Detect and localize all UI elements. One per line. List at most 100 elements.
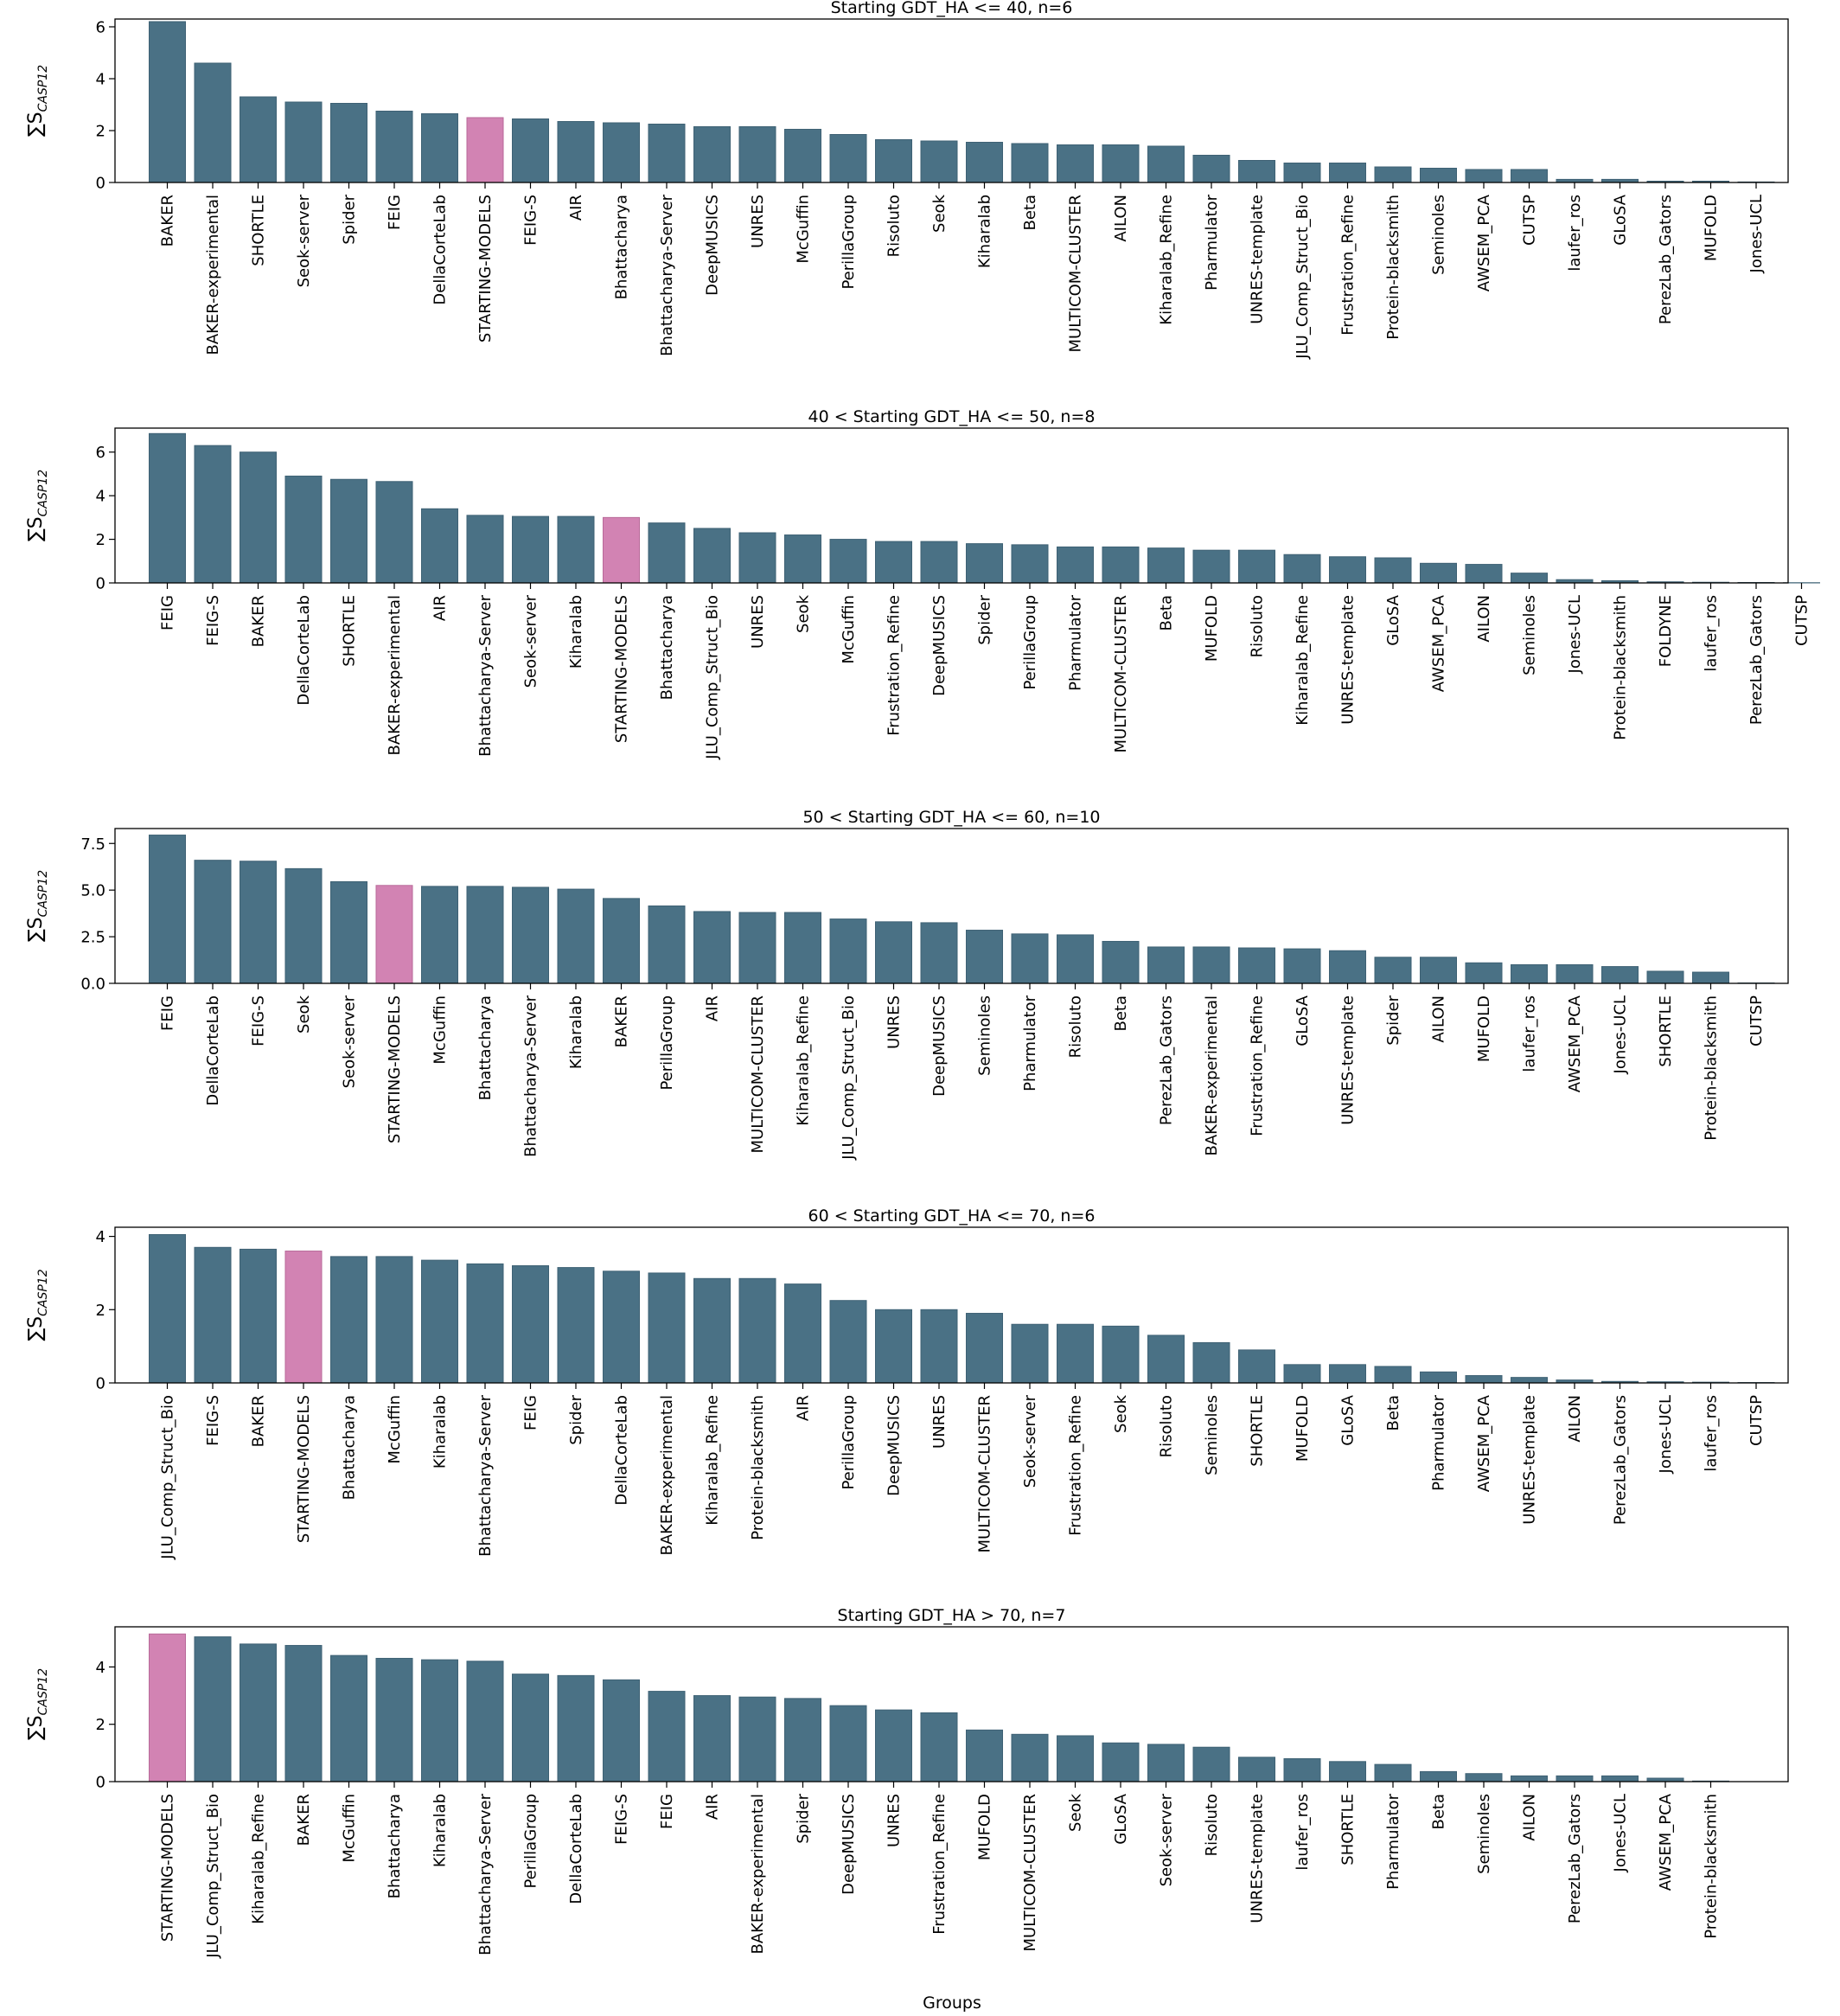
bar-feig [149, 835, 186, 984]
bar-multicom-cluster [1102, 546, 1140, 584]
bar-shortle [1329, 1761, 1366, 1782]
x-tick-label: PerezLab_Gators [1566, 1794, 1584, 1923]
x-tick-label: AILON [1112, 195, 1130, 242]
bar-awsem-pca [1556, 963, 1594, 984]
x-tick-label: MUFOLD [1475, 995, 1493, 1062]
bar-deepmusics [875, 1309, 912, 1384]
x-tick-label: FEIG-S [522, 195, 540, 246]
bar-mcguffin [421, 886, 458, 984]
x-tick-label: Pharmulator [1067, 594, 1085, 690]
y-tick-label: 4 [96, 71, 105, 89]
chart-panel-5: Starting GDT_HA > 70, n=7 0 2 4 ∑SCASP12 STAR… [25, 1606, 1789, 1959]
x-tick-label: Kiharalab_Refine [704, 1395, 722, 1526]
x-tick-label: STARTING-MODELS [386, 995, 404, 1143]
bar-frustration-refine [875, 541, 912, 584]
x-tick-label: Kiharalab_Refine [1158, 195, 1176, 325]
x-tick-label: Spider [341, 194, 359, 244]
x-tick-label: AWSEM_PCA [1430, 594, 1448, 692]
x-tick-label: UNRES-template [1249, 195, 1267, 324]
y-axis-label-subscript: CASP12 [36, 470, 50, 517]
bar-spider [1374, 957, 1412, 984]
bar-seminoles [1420, 168, 1457, 183]
bar-unres-template [1511, 1377, 1548, 1384]
bar-jones-ucl [1601, 1775, 1639, 1782]
bar-starting-models [603, 516, 640, 584]
x-tick-label: Kiharalab [976, 195, 994, 268]
x-tick-label: Bhattacharya-Server [658, 194, 676, 355]
x-tick-label: Pharmulator [1203, 194, 1221, 290]
x-tick-label: Frustration_Refine [1339, 195, 1358, 336]
bar-deepmusics [693, 126, 731, 183]
x-tick-label: SHORTLE [1249, 1395, 1267, 1467]
x-tick-label: Beta [1158, 595, 1176, 631]
bar-bhattacharya [648, 522, 686, 584]
x-tick-label: GLoSA [1384, 594, 1402, 645]
bar-starting-models [149, 1633, 186, 1782]
x-tick-label: GLoSA [1112, 1793, 1130, 1844]
bar-beta [1420, 1770, 1457, 1782]
x-tick-label: PerillaGroup [840, 195, 858, 290]
bar-feig-s [194, 445, 232, 584]
bar-ailon [1465, 564, 1503, 584]
x-tick-label: Beta [1021, 195, 1039, 231]
x-tick-label: AWSEM_PCA [1657, 1793, 1675, 1891]
x-tick-label: Bhattacharya [341, 1395, 359, 1500]
bar-baker-experimental [1192, 946, 1230, 984]
x-tick-label: Spider [795, 1793, 813, 1843]
x-tick-label: STARTING-MODELS [476, 195, 495, 342]
x-tick-label: UNRES [749, 195, 767, 248]
x-tick-label: Pharmulator [1430, 1394, 1448, 1490]
bar-mcguffin [330, 1654, 367, 1782]
x-tick-label: Protein-blacksmith [1703, 995, 1721, 1141]
x-tick-label: Frustration_Refine [1249, 995, 1267, 1136]
x-tick-label: DellaCorteLab [567, 1794, 585, 1904]
bar-pharmulator [1011, 933, 1049, 984]
x-tick-label: DeepMUSICS [704, 195, 722, 296]
x-tick-label: Jones-UCL [1612, 995, 1630, 1074]
bar-perillagroup [829, 134, 867, 183]
bar-perezlab-gators [1556, 1775, 1594, 1782]
x-tick-label: Kiharalab [567, 995, 585, 1069]
x-tick-label: Bhattacharya-Server [476, 1793, 495, 1955]
x-tick-label: UNRES [885, 995, 904, 1049]
x-tick-label: FEIG [522, 1395, 540, 1430]
x-tick-label: CUTSP [1521, 195, 1539, 246]
bar-mufold [1465, 962, 1503, 984]
x-tick-label: Kiharalab_Refine [795, 995, 813, 1126]
x-tick-label: Protein-blacksmith [1612, 595, 1630, 740]
x-tick-label: AIR [704, 995, 722, 1021]
bar-seminoles [1511, 573, 1548, 584]
bar-unres-template [1329, 950, 1366, 984]
bar-starting-models [466, 117, 504, 183]
bar-spider [966, 543, 1003, 584]
y-tick-label: 4 [96, 1228, 105, 1246]
bar-deepmusics [920, 922, 958, 984]
bar-multicom-cluster [1057, 144, 1094, 183]
x-tick-label: Protein-blacksmith [1384, 195, 1402, 340]
x-tick-label: Bhattacharya [386, 1794, 404, 1898]
x-tick-label: PerezLab_Gators [1612, 1395, 1630, 1525]
x-tick-label: McGuffin [795, 195, 813, 264]
x-tick-label: PerillaGroup [1021, 595, 1039, 690]
x-tick-label: Kiharalab [431, 1794, 450, 1867]
bar-feig-s [603, 1679, 640, 1782]
bar-kiharalab [421, 1259, 458, 1384]
x-tick-label: AILON [1430, 995, 1448, 1043]
bar-air [693, 911, 731, 984]
bar-ailon [1511, 1775, 1548, 1782]
x-tick-label: BAKER [250, 1395, 268, 1447]
bar-dellacortelab [557, 1674, 595, 1782]
x-tick-label: STARTING-MODELS [613, 595, 631, 743]
bar-bhattacharya-server [466, 515, 504, 584]
axes-frame [114, 427, 1789, 584]
x-tick-label: SHORTLE [1657, 995, 1675, 1067]
x-tick-label: AIR [704, 1794, 722, 1820]
x-tick-label: Spider [567, 1394, 585, 1444]
bar-feig [512, 1264, 549, 1384]
x-tick-label: CUTSP [1747, 995, 1766, 1046]
x-tick-label: PerezLab_Gators [1747, 595, 1766, 725]
x-tick-label: JLU_Comp_Struct_Bio [159, 1395, 177, 1560]
x-tick-label: SHORTLE [1339, 1794, 1358, 1866]
x-tick-label: Frustration_Refine [930, 1794, 949, 1935]
x-tick-label: Frustration_Refine [1067, 1395, 1085, 1536]
